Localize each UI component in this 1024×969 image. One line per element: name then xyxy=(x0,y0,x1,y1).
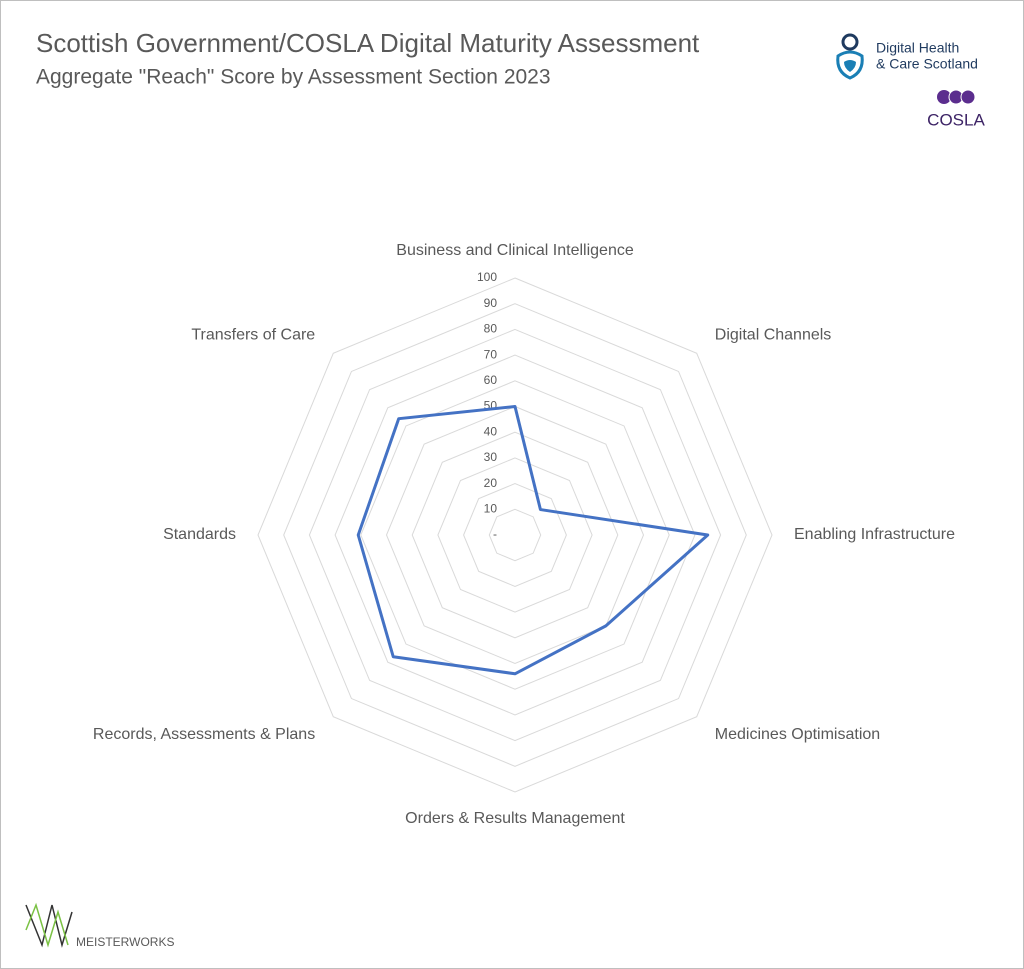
r-tick-label: 90 xyxy=(484,296,498,310)
axis-label: Enabling Infrastructure xyxy=(794,526,955,543)
logo-text: COSLA xyxy=(927,110,985,129)
axis-label: Records, Assessments & Plans xyxy=(93,726,315,743)
r-tick-label: 60 xyxy=(484,373,498,387)
cosla-logo: COSLA xyxy=(927,89,985,129)
r-tick-label: 100 xyxy=(477,270,497,284)
grid-ring xyxy=(334,354,696,716)
grid-ring xyxy=(385,405,645,665)
axis-label: Medicines Optimisation xyxy=(715,726,880,743)
grid-ring xyxy=(257,277,773,793)
r-tick-label: 80 xyxy=(484,322,498,336)
grid-ring xyxy=(283,303,747,767)
grid-ring xyxy=(308,328,722,742)
r-tick-label: 10 xyxy=(484,501,498,515)
meisterworks-logo: MEISTERWORKS xyxy=(25,902,174,949)
axis-label: Standards xyxy=(163,526,236,543)
chart-subtitle: Aggregate "Reach" Score by Assessment Se… xyxy=(36,66,551,89)
logo-text: MEISTERWORKS xyxy=(76,935,174,949)
grid-ring xyxy=(411,431,619,639)
logo-text: Digital Health xyxy=(876,40,959,56)
axis-label: Digital Channels xyxy=(715,326,832,343)
axis-label: Business and Clinical Intelligence xyxy=(396,242,634,259)
chart-title: Scottish Government/COSLA Digital Maturi… xyxy=(36,28,700,58)
r-tick-label: 70 xyxy=(484,347,498,361)
r-tick-label: 30 xyxy=(484,450,498,464)
r-tick-label: - xyxy=(493,527,497,541)
logo-text: & Care Scotland xyxy=(876,56,978,72)
grid-ring xyxy=(488,508,542,562)
series-line xyxy=(356,405,710,676)
axis-label: Orders & Results Management xyxy=(405,810,625,827)
grid-ring xyxy=(360,380,670,690)
dhcs-logo: Digital Health & Care Scotland xyxy=(836,33,978,80)
r-tick-label: 40 xyxy=(484,424,498,438)
grid-ring xyxy=(437,457,593,613)
r-tick-label: 20 xyxy=(484,476,498,490)
axis-label: Transfers of Care xyxy=(191,326,315,343)
